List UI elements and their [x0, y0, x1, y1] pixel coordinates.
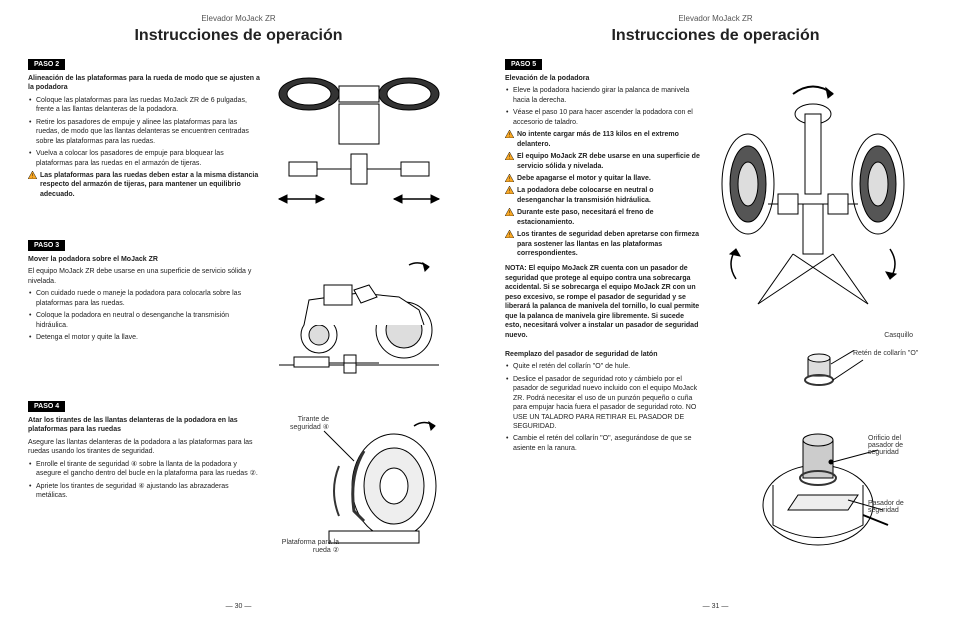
replace-illustration: Casquillo Retén de collarín "O" — [713, 350, 923, 550]
svg-text:!: ! — [509, 233, 510, 238]
step5-warn: !Debe apagarse el motor y quitar la llav… — [505, 174, 700, 183]
svg-text:!: ! — [509, 189, 510, 194]
step2-item: Coloque las plataformas para las ruedas … — [28, 96, 261, 115]
step4-badge: PASO 4 — [28, 401, 65, 412]
step4-text: Atar los tirantes de las llantas delante… — [28, 416, 261, 556]
page-left: Elevador MoJack ZR Instrucciones de oper… — [0, 0, 477, 618]
step3-block: PASO 3 Mover la podadora sobre el MoJack… — [28, 234, 449, 385]
step2-item: Vuelva a colocar los pasadores de empuje… — [28, 149, 261, 168]
replace-block: Reemplazo del pasador de seguridad de la… — [505, 350, 926, 550]
step3-illustration — [269, 255, 449, 385]
step2-illustration — [269, 74, 449, 224]
callout-pasador: Pasador de seguridad — [868, 500, 923, 514]
warning-icon: ! — [505, 152, 514, 160]
step2-warning: ! Las plataformas para las ruedas deben … — [28, 171, 261, 199]
step5-block: PASO 5 Elevación de la podadora Eleve la… — [505, 53, 926, 340]
step3-item: Con cuidado ruede o maneje la podadora p… — [28, 289, 261, 308]
warning-icon: ! — [505, 174, 514, 182]
step2-text: Alineación de las plataformas para la ru… — [28, 74, 261, 224]
warning-icon: ! — [28, 171, 37, 179]
step3-badge: PASO 3 — [28, 240, 65, 251]
step2-badge: PASO 2 — [28, 59, 65, 70]
warning-icon: ! — [505, 130, 514, 138]
svg-text:!: ! — [32, 174, 33, 179]
step3-heading: Mover la podadora sobre el MoJack ZR — [28, 255, 261, 264]
step4-item: Apriete los tirantes de seguridad ④ ajus… — [28, 482, 261, 501]
svg-text:!: ! — [509, 155, 510, 160]
step2-block: PASO 2 Alineación de las plataformas par… — [28, 53, 449, 224]
svg-text:!: ! — [509, 211, 510, 216]
replace-text: Reemplazo del pasador de seguridad de la… — [505, 350, 705, 550]
callout-plataforma: Plataforma para la rueda ② — [269, 539, 339, 554]
svg-text:!: ! — [509, 133, 510, 138]
step5-warn: !No intente cargar más de 113 kilos en e… — [505, 130, 700, 149]
step5-warn: !Durante este paso, necesitará el freno … — [505, 208, 700, 227]
pagenum-left: — 30 — — [0, 603, 477, 610]
replace-heading: Reemplazo del pasador de seguridad de la… — [505, 350, 705, 359]
replace-item: Deslice el pasador de seguridad roto y c… — [505, 375, 705, 432]
step5-illustration — [708, 74, 918, 340]
step2-item: Retire los pasadores de empuje y alinee … — [28, 118, 261, 146]
page-title-left: Instrucciones de operación — [28, 27, 449, 45]
step2-heading: Alineación de las plataformas para la ru… — [28, 74, 261, 93]
step5-text: Elevación de la podadora Eleve la podado… — [505, 74, 700, 340]
svg-text:!: ! — [509, 177, 510, 182]
callout-tirante: Tirante de seguridad ④ — [269, 416, 329, 431]
step5-warn: !Los tirantes de seguridad deben apretar… — [505, 230, 700, 258]
step3-item: Coloque la podadora en neutral o desenga… — [28, 311, 261, 330]
step4-block: PASO 4 Atar los tirantes de las llantas … — [28, 395, 449, 556]
page-title-right: Instrucciones de operación — [505, 27, 926, 45]
callout-reten: Retén de collarín "O" — [853, 350, 923, 357]
step4-illustration: Tirante de seguridad ④ — [269, 416, 449, 556]
step5-badge: PASO 5 — [505, 59, 542, 70]
replace-item: Quite el retén del collarín "O" de hule. — [505, 362, 705, 371]
step4-heading: Atar los tirantes de las llantas delante… — [28, 416, 261, 435]
pagenum-right: — 31 — — [477, 603, 954, 610]
step5-heading: Elevación de la podadora — [505, 74, 700, 83]
page-right: Elevador MoJack ZR Instrucciones de oper… — [477, 0, 954, 618]
step3-intro: El equipo MoJack ZR debe usarse en una s… — [28, 267, 261, 286]
replace-item: Cambie el retén del collarín "O", asegur… — [505, 434, 705, 453]
step5-item: Véase el paso 10 para hacer ascender la … — [505, 108, 700, 127]
warning-icon: ! — [505, 230, 514, 238]
step3-text: Mover la podadora sobre el MoJack ZR El … — [28, 255, 261, 385]
step4-intro: Asegure las llantas delanteras de la pod… — [28, 438, 261, 457]
page-header-right: Elevador MoJack ZR — [505, 14, 926, 23]
page-header-left: Elevador MoJack ZR — [28, 14, 449, 23]
step3-item: Detenga el motor y quite la llave. — [28, 333, 261, 342]
step4-item: Enrolle el tirante de seguridad ④ sobre … — [28, 460, 261, 479]
step5-note: NOTA: El equipo MoJack ZR cuenta con un … — [505, 264, 700, 340]
warning-icon: ! — [505, 186, 514, 194]
callout-casquillo: Casquillo — [884, 332, 913, 339]
step5-item: Eleve la podadora haciendo girar la pala… — [505, 86, 700, 105]
step5-warn: !La podadora debe colocarse en neutral o… — [505, 186, 700, 205]
callout-orificio: Orificio del pasador de seguridad — [868, 435, 923, 456]
warning-icon: ! — [505, 208, 514, 216]
step5-warn: !El equipo MoJack ZR debe usarse en una … — [505, 152, 700, 171]
